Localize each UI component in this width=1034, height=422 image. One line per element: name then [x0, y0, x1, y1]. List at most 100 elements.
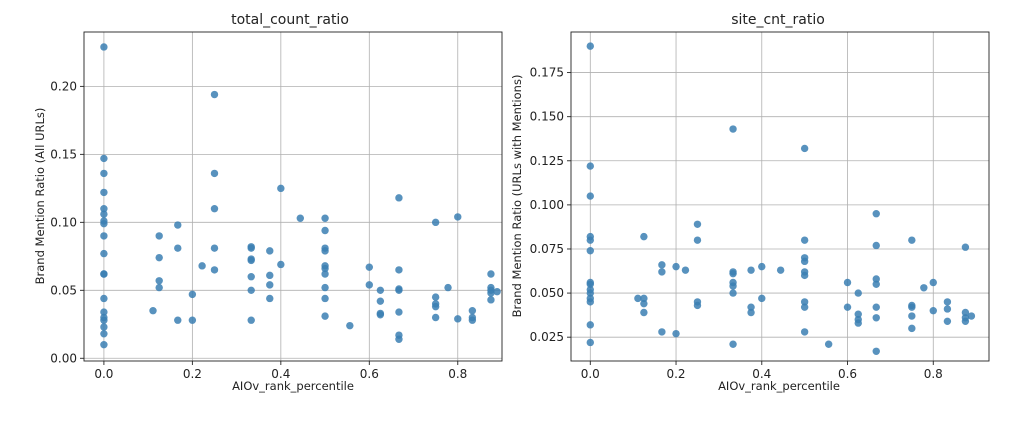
data-point [961, 243, 970, 251]
data-point [247, 286, 255, 295]
data-point [747, 303, 755, 311]
y-tick-label: 0.00 [50, 351, 77, 365]
data-point [586, 298, 594, 306]
data-point [188, 290, 197, 299]
data-point [247, 273, 255, 281]
data-point [431, 293, 440, 301]
data-point [908, 312, 916, 320]
data-point [431, 313, 440, 322]
data-point [586, 162, 594, 170]
data-point [640, 308, 648, 317]
data-point [729, 282, 737, 290]
data-point [321, 270, 329, 278]
y-tick-label: 0.10 [50, 215, 77, 229]
data-point [961, 317, 970, 326]
data-point [681, 266, 690, 274]
data-point [210, 244, 219, 252]
x-axis-label: AIOv_rank_percentile [232, 379, 354, 393]
data-point [640, 294, 648, 303]
x-tick-label: 0.8 [924, 367, 943, 381]
y-axis-label: Brand Mention Ratio (URLs with Mentions) [510, 75, 524, 318]
x-tick-label: 0.4 [752, 367, 771, 381]
data-point [487, 289, 495, 297]
data-point [321, 264, 329, 273]
data-point [872, 275, 880, 283]
data-point [872, 314, 880, 322]
data-point [640, 299, 648, 308]
data-point [872, 347, 880, 355]
data-point [586, 321, 594, 329]
data-point [431, 218, 440, 227]
x-tick-label: 0.2 [183, 367, 202, 381]
data-point [586, 192, 594, 200]
data-point [967, 312, 976, 320]
data-point [431, 302, 440, 311]
data-point [468, 316, 477, 324]
data-point [210, 90, 219, 99]
data-point [758, 294, 766, 303]
data-point [776, 266, 785, 274]
data-point [155, 277, 163, 285]
y-tick-label: 0.175 [530, 66, 564, 80]
data-point [277, 260, 285, 269]
data-point [100, 249, 108, 258]
y-axis-label: Brand Mention Ratio (All URLs) [33, 108, 47, 285]
data-point [729, 269, 737, 278]
data-point [658, 268, 666, 276]
data-point [100, 219, 108, 228]
y-tick-label: 0.150 [530, 110, 564, 124]
data-point [174, 244, 182, 252]
data-point [100, 308, 108, 316]
data-point [321, 226, 329, 235]
data-point [266, 294, 274, 303]
data-point [872, 280, 880, 288]
data-point [800, 298, 809, 306]
data-point [943, 298, 952, 306]
data-point [321, 283, 329, 292]
data-point [266, 281, 274, 289]
data-point [586, 42, 594, 50]
data-point [365, 263, 374, 271]
data-point [100, 169, 108, 178]
data-point [266, 271, 274, 280]
data-point [800, 236, 809, 244]
data-point [100, 232, 108, 240]
grid-lines [571, 32, 989, 361]
grid-lines [84, 32, 502, 361]
data-point [365, 281, 374, 289]
x-axis-label: AIOv_rank_percentile [718, 379, 840, 393]
data-point [658, 328, 666, 336]
data-point [672, 262, 680, 271]
data-point [961, 308, 970, 317]
tick-labels: 0.0 0.2 0.4 0.6 0.8 0.025 0.050 0.075 0.100 0.125… [530, 66, 943, 381]
data-point [395, 286, 403, 295]
data-point [376, 286, 385, 295]
data-point [634, 294, 642, 303]
data-point [658, 261, 666, 269]
data-point [493, 287, 501, 296]
data-point [854, 310, 862, 318]
data-point [824, 340, 833, 348]
plot-frame [83, 31, 503, 362]
data-point [487, 296, 495, 304]
data-point [747, 308, 755, 317]
data-point [346, 321, 354, 330]
data-point [198, 262, 206, 270]
data-point [454, 315, 462, 323]
y-tick-label: 0.125 [530, 154, 564, 168]
data-point [929, 278, 937, 287]
y-tick-label: 0.100 [530, 198, 564, 212]
data-point [100, 205, 108, 213]
data-point [872, 241, 880, 250]
data-point [487, 270, 495, 278]
data-point [872, 303, 880, 311]
data-point [247, 256, 255, 265]
data-point [729, 289, 737, 297]
x-tick-label: 0.8 [448, 367, 467, 381]
data-point [296, 214, 304, 222]
data-point [376, 311, 385, 319]
data-point [843, 278, 852, 287]
y-tick-label: 0.075 [530, 242, 564, 256]
chart-title: total_count_ratio [231, 12, 349, 28]
